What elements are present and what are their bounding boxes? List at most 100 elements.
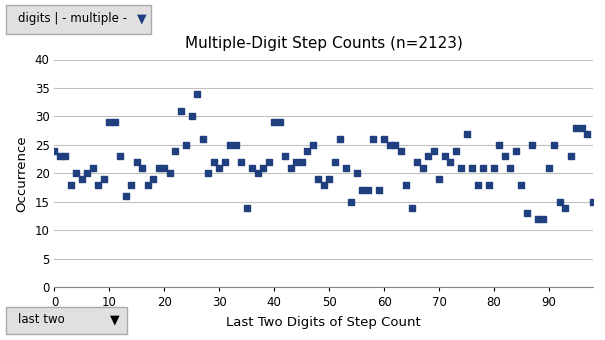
Point — [341, 165, 350, 170]
Point — [280, 154, 290, 159]
Point — [253, 171, 263, 176]
Point — [264, 159, 273, 165]
Point — [209, 159, 218, 165]
Point — [434, 176, 444, 182]
Point — [572, 125, 581, 131]
Point — [242, 205, 252, 210]
Text: ▼: ▼ — [137, 12, 147, 25]
Point — [237, 159, 246, 165]
Point — [171, 148, 180, 153]
Point — [401, 182, 411, 188]
FancyBboxPatch shape — [6, 307, 127, 334]
Point — [77, 176, 87, 182]
Point — [313, 176, 323, 182]
Point — [154, 165, 164, 170]
Point — [495, 142, 505, 148]
Point — [308, 142, 318, 148]
Point — [160, 165, 169, 170]
Point — [538, 216, 548, 222]
Point — [247, 165, 257, 170]
Point — [88, 165, 98, 170]
Point — [116, 154, 125, 159]
Point — [137, 165, 147, 170]
Point — [561, 205, 571, 210]
Point — [424, 154, 433, 159]
Point — [335, 137, 345, 142]
Point — [517, 182, 526, 188]
Point — [462, 131, 471, 136]
Point — [94, 182, 103, 188]
Point — [187, 114, 197, 119]
Point — [60, 154, 70, 159]
Point — [544, 165, 554, 170]
Point — [511, 148, 521, 153]
Point — [533, 216, 543, 222]
Point — [148, 176, 158, 182]
Point — [132, 159, 142, 165]
Point — [220, 159, 230, 165]
Point — [429, 148, 439, 153]
Point — [522, 210, 532, 216]
Point — [192, 91, 202, 97]
Point — [358, 188, 367, 193]
Point — [71, 171, 81, 176]
Point — [594, 165, 603, 170]
Point — [577, 125, 587, 131]
Point — [368, 137, 378, 142]
Point — [182, 142, 191, 148]
Point — [258, 165, 268, 170]
Point — [176, 108, 186, 114]
Point — [121, 193, 131, 199]
Point — [445, 159, 455, 165]
Point — [82, 171, 92, 176]
Point — [473, 182, 482, 188]
Point — [126, 182, 136, 188]
FancyBboxPatch shape — [6, 5, 151, 34]
Point — [500, 154, 510, 159]
Point — [478, 165, 488, 170]
Point — [292, 159, 301, 165]
Text: digits | - multiple -: digits | - multiple - — [18, 12, 127, 25]
Point — [275, 119, 284, 125]
Text: last two: last two — [18, 313, 65, 326]
Point — [198, 137, 208, 142]
Point — [319, 182, 329, 188]
Point — [226, 142, 235, 148]
Point — [231, 142, 241, 148]
Point — [467, 165, 477, 170]
Point — [66, 182, 76, 188]
Point — [286, 165, 296, 170]
Point — [456, 165, 466, 170]
Point — [417, 165, 427, 170]
Point — [379, 137, 389, 142]
Point — [412, 159, 422, 165]
Point — [483, 182, 493, 188]
Point — [549, 142, 559, 148]
X-axis label: Last Two Digits of Step Count: Last Two Digits of Step Count — [226, 316, 421, 329]
Point — [396, 148, 405, 153]
Point — [440, 154, 450, 159]
Point — [583, 131, 592, 136]
Point — [105, 119, 114, 125]
Title: Multiple-Digit Step Counts (n=2123): Multiple-Digit Step Counts (n=2123) — [185, 36, 463, 51]
Text: ▼: ▼ — [110, 313, 120, 326]
Point — [385, 142, 394, 148]
Point — [330, 159, 339, 165]
Point — [346, 199, 356, 205]
Point — [302, 148, 312, 153]
Point — [110, 119, 120, 125]
Point — [352, 171, 361, 176]
Point — [324, 176, 334, 182]
Point — [374, 188, 384, 193]
Point — [165, 171, 175, 176]
Point — [203, 171, 213, 176]
Point — [451, 148, 460, 153]
Point — [269, 119, 279, 125]
Point — [407, 205, 416, 210]
Point — [55, 154, 65, 159]
Point — [363, 188, 373, 193]
Point — [506, 165, 515, 170]
Point — [555, 199, 565, 205]
Point — [528, 142, 537, 148]
Point — [566, 154, 576, 159]
